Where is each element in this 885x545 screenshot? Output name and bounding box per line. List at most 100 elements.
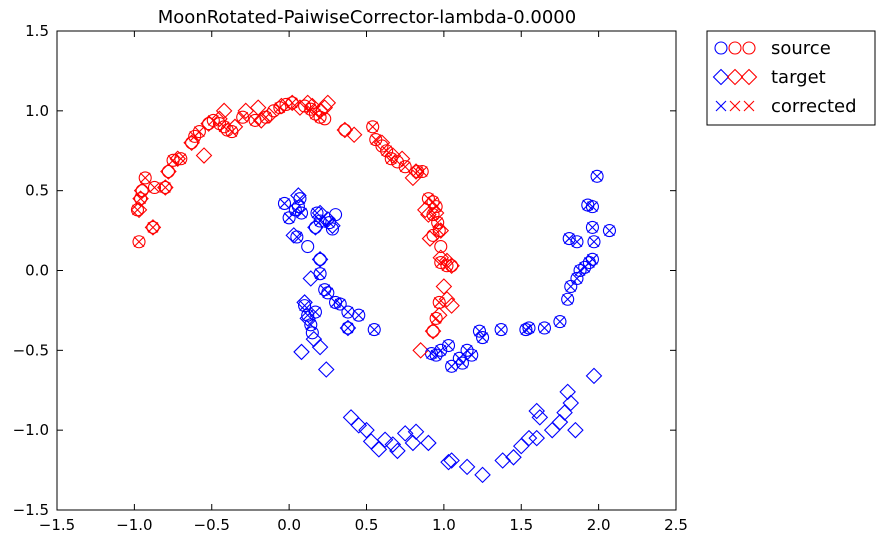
data-point-x <box>291 231 303 243</box>
data-point-x <box>474 325 485 337</box>
data-point-diamond <box>438 290 456 308</box>
y-tick-label: −0.5 <box>13 341 49 359</box>
data-point-circle <box>135 184 149 198</box>
x-tick-label: −0.5 <box>194 516 230 534</box>
data-point-x <box>381 145 393 157</box>
data-point-circle <box>217 120 231 134</box>
data-point-circle <box>267 104 281 118</box>
data-point-diamond <box>311 338 329 356</box>
data-point-x <box>587 253 598 265</box>
data-point-x <box>433 225 445 236</box>
legend-marker-circle <box>714 41 728 55</box>
data-point-diamond <box>424 322 442 340</box>
data-point-x <box>289 204 301 216</box>
data-point-x <box>260 111 272 123</box>
data-point-x <box>305 319 317 331</box>
data-point-diamond <box>376 431 394 449</box>
data-point-circle <box>202 117 216 131</box>
data-point-x <box>565 281 577 292</box>
data-point-diamond <box>304 97 321 115</box>
data-point-circle <box>212 117 227 131</box>
data-point-x <box>466 349 478 361</box>
data-point-circle <box>465 348 479 362</box>
data-point-diamond <box>494 452 511 469</box>
data-point-diamond <box>420 206 437 223</box>
legend-marker-x <box>729 100 741 112</box>
data-point-diamond <box>440 453 457 471</box>
data-point-diamond <box>249 99 267 116</box>
data-point-x <box>226 126 238 137</box>
data-point-x <box>416 166 428 177</box>
data-point-circle <box>279 97 293 111</box>
data-point-diamond <box>319 94 337 112</box>
data-point-diamond <box>305 330 323 348</box>
data-point-circle <box>570 235 584 249</box>
data-point-diamond <box>211 110 228 128</box>
data-point-diamond <box>316 99 333 116</box>
data-point-diamond <box>443 297 460 314</box>
data-point-x <box>323 217 335 228</box>
data-point-x <box>139 172 151 184</box>
data-point-diamond <box>336 121 354 139</box>
data-point-circle <box>561 292 575 306</box>
data-point-x <box>370 134 382 145</box>
data-point-diamond <box>556 404 573 421</box>
y-tick-label: −1.0 <box>13 421 49 439</box>
data-point-x <box>412 166 423 177</box>
data-point-x <box>286 97 298 109</box>
data-point-x <box>342 306 354 318</box>
data-point-circle <box>185 136 199 150</box>
data-point-circle <box>441 338 456 353</box>
data-point-circle <box>429 311 443 325</box>
data-point-x <box>314 215 326 227</box>
data-point-diamond <box>531 409 549 426</box>
y-tick-label: −1.5 <box>13 501 49 519</box>
x-tick-label: 0.0 <box>277 516 301 534</box>
data-point-circle <box>602 224 617 238</box>
legend-marker-x <box>715 100 727 112</box>
data-point-x <box>218 121 230 133</box>
legend-marker-diamond <box>726 68 744 86</box>
data-point-diamond <box>302 270 320 287</box>
data-point-diamond <box>551 413 569 431</box>
data-point-diamond <box>144 219 162 236</box>
data-point-circle <box>338 123 352 137</box>
data-point-circle <box>398 160 412 174</box>
data-point-diamond <box>299 310 316 327</box>
data-point-x <box>477 332 488 343</box>
data-point-circle <box>426 228 440 242</box>
data-point-x <box>427 209 439 221</box>
data-point-x <box>587 222 598 233</box>
data-point-x <box>167 154 179 166</box>
plot-marks <box>130 94 617 484</box>
data-point-diamond <box>432 222 450 239</box>
data-point-circle <box>562 232 576 246</box>
data-point-circle <box>132 235 146 249</box>
data-point-diamond <box>420 434 437 452</box>
data-point-diamond <box>407 423 425 441</box>
y-tick-label: 1.0 <box>25 102 49 120</box>
data-point-diamond <box>260 107 278 124</box>
data-point-x <box>175 153 187 165</box>
data-point-diamond <box>195 147 213 164</box>
data-point-diamond <box>350 417 368 434</box>
data-point-x <box>495 324 507 335</box>
data-point-circle <box>352 308 366 322</box>
data-point-x <box>342 322 354 334</box>
data-point-x <box>368 324 380 335</box>
data-point-circle <box>590 169 604 183</box>
data-point-x <box>159 182 171 193</box>
x-tick-label: 2.5 <box>664 516 688 534</box>
data-point-circle <box>273 101 287 115</box>
data-point-x <box>441 260 453 272</box>
data-point-circle <box>294 206 309 220</box>
data-point-diamond <box>384 147 402 164</box>
data-point-x <box>571 273 583 284</box>
data-point-circle <box>455 356 469 370</box>
data-point-circle <box>494 323 508 337</box>
chart-title: MoonRotated-PaiwiseCorrector-lambda-0.00… <box>158 7 576 28</box>
axis-ticks: −1.5 −1.0 −0.5 0.0 0.5 1.0 1.5 2.0 2.5 1.5 1.0 0.5 0… <box>13 22 688 534</box>
data-point-circle <box>460 343 474 357</box>
legend: source target corrected <box>706 30 876 126</box>
